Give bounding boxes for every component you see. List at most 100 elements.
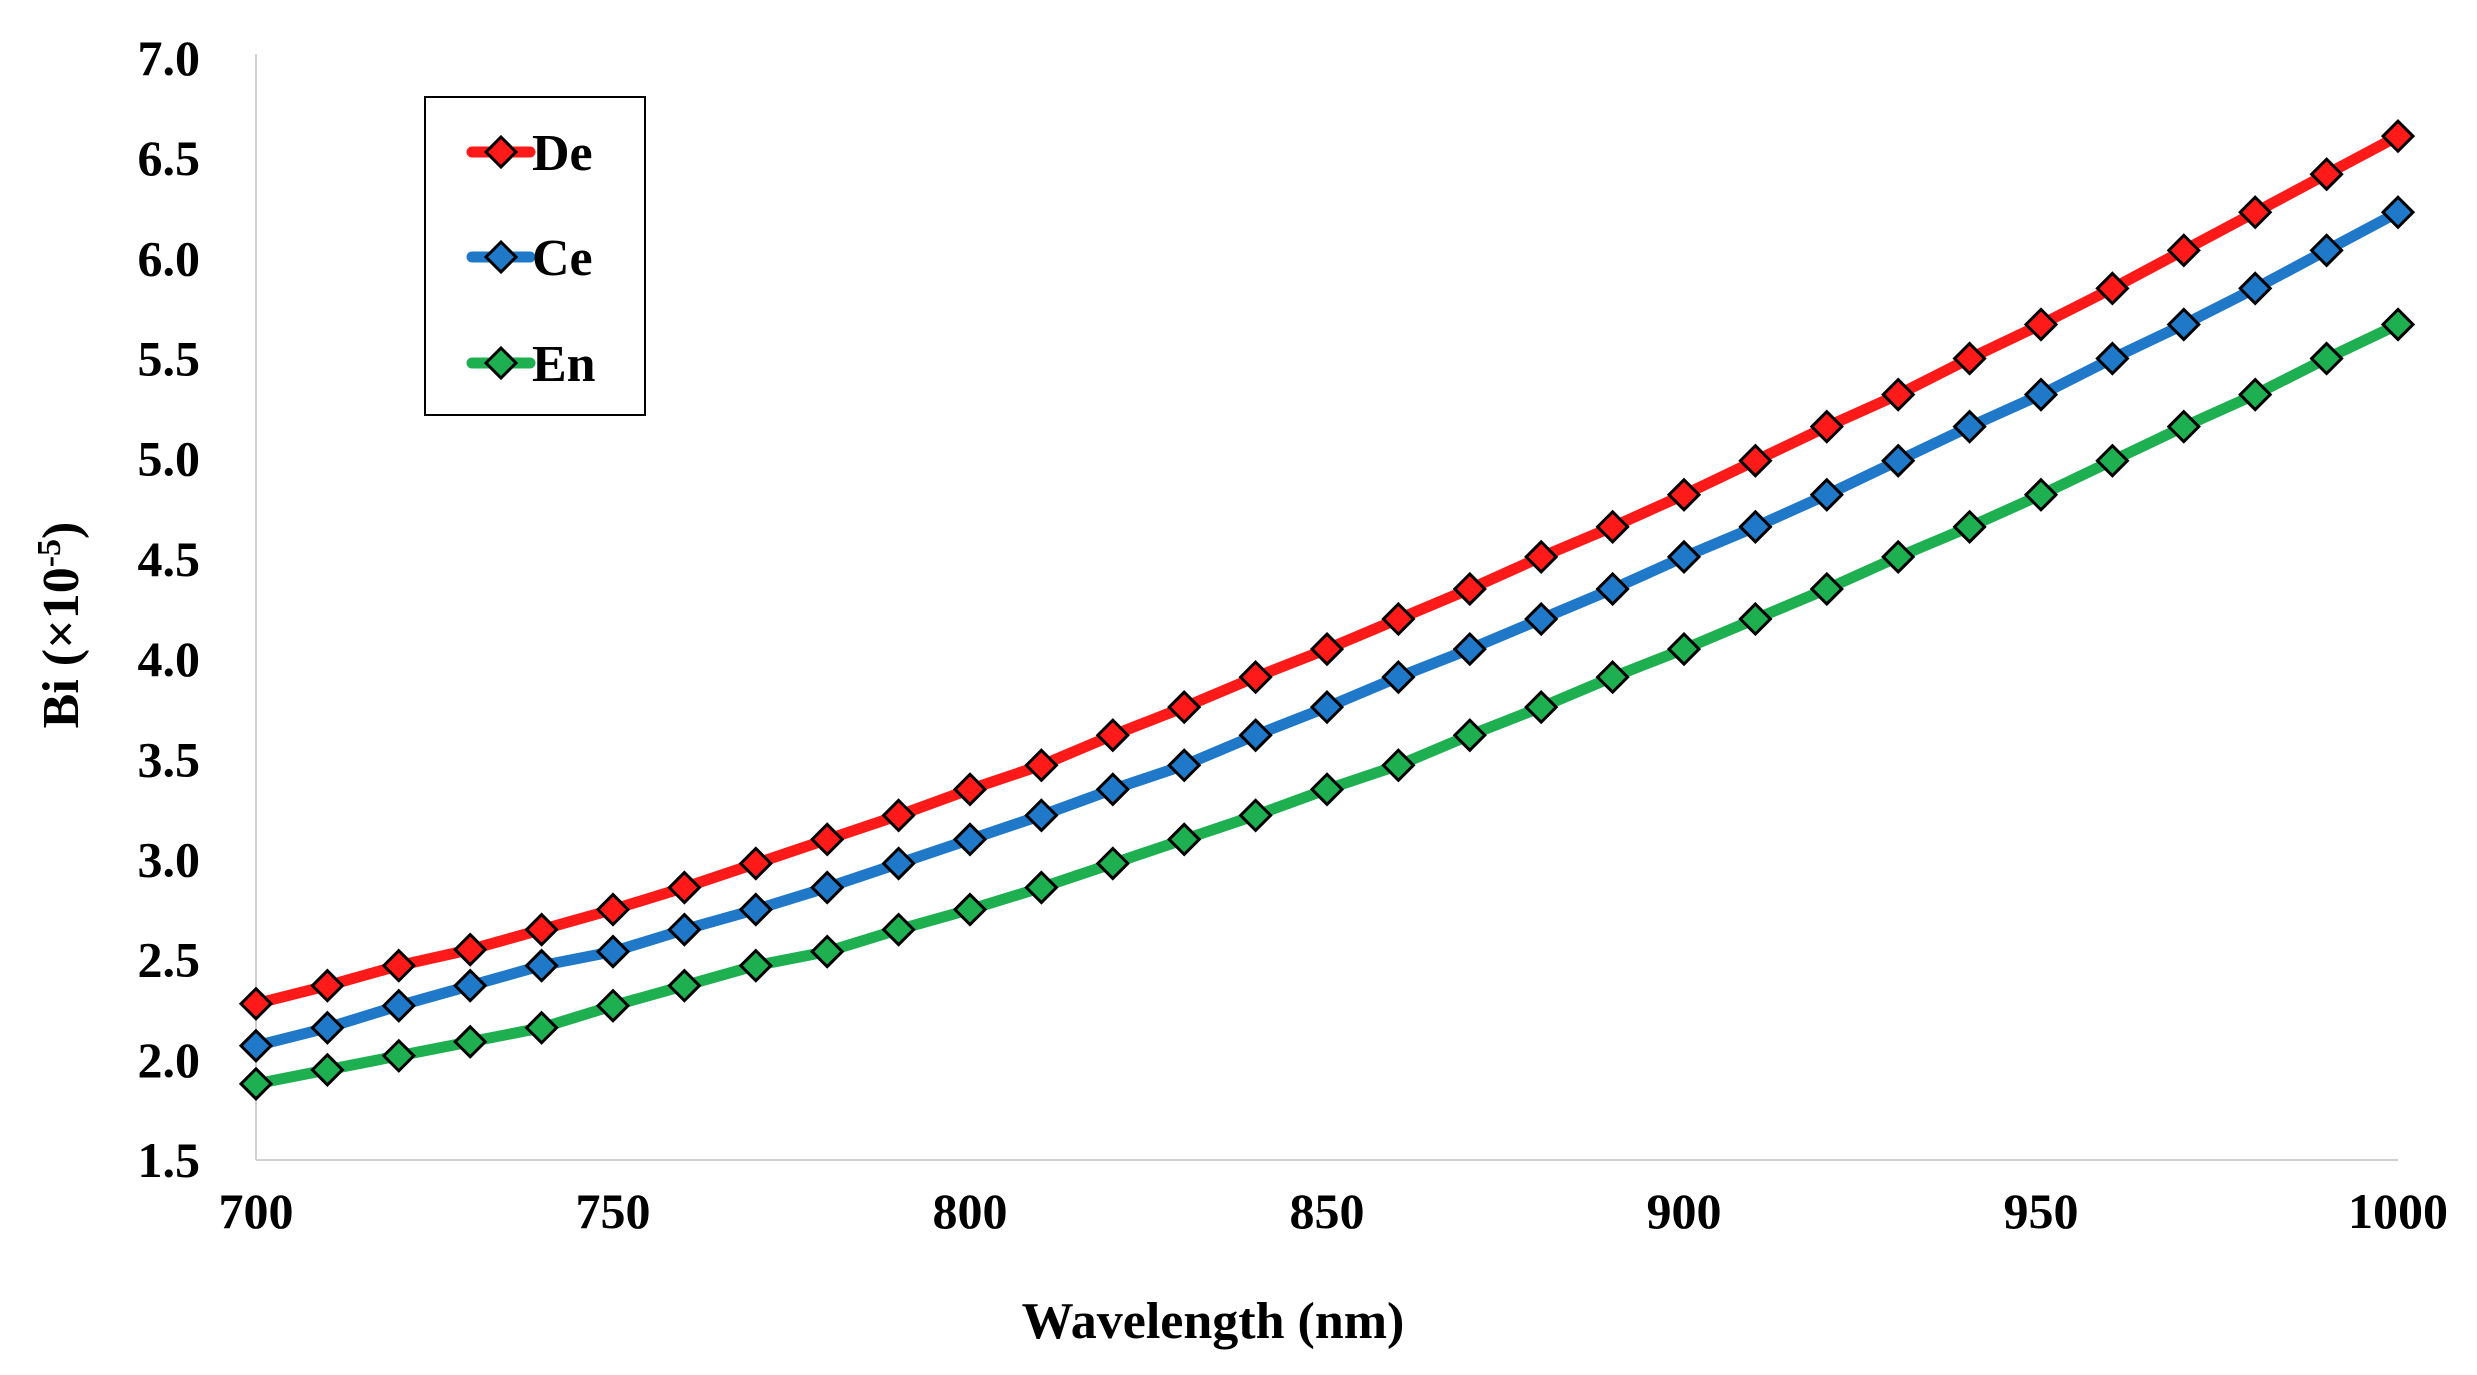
y-tick-label: 6.5: [138, 130, 201, 186]
data-point-de: [1666, 477, 1702, 512]
data-point-de: [453, 932, 488, 967]
data-point-en: [1524, 690, 1559, 725]
data-point-ce: [310, 1010, 345, 1045]
data-point-en: [1952, 509, 1987, 544]
data-point-de: [952, 772, 988, 807]
legend-swatch-marker: [483, 239, 519, 275]
y-tick-label: 2.5: [138, 932, 201, 988]
data-point-en: [667, 968, 702, 1003]
data-point-ce: [881, 846, 916, 881]
y-tick-label: 6.0: [138, 230, 201, 286]
data-point-en: [1381, 748, 1416, 783]
axes: 1.5 2.0 2.5 3.0 3.5 4.0 4.5 5.0 5.5 6.0 6.5 7.0 700 7…: [138, 30, 2449, 1239]
x-tick-label: 850: [1290, 1183, 1365, 1239]
legend-swatch-marker: [483, 345, 519, 381]
data-point-de: [2238, 195, 2273, 230]
data-point-en: [2309, 341, 2344, 376]
data-point-ce: [667, 912, 702, 947]
data-point-en: [1809, 571, 1844, 607]
x-tick-label: 950: [2004, 1183, 2079, 1239]
data-point-de: [881, 798, 916, 833]
data-point-ce: [1024, 798, 1059, 833]
data-point-ce: [1167, 748, 1202, 783]
data-point-de: [381, 948, 416, 983]
data-point-ce: [2238, 271, 2273, 306]
data-point-ce: [2023, 377, 2059, 412]
series-de: [238, 119, 2416, 1021]
y-tick-label: 2.0: [138, 1032, 201, 1088]
data-point-de: [2166, 233, 2201, 268]
data-point-en: [1738, 601, 1773, 637]
data-point-en: [2023, 477, 2059, 512]
x-tick-label: 1000: [2348, 1183, 2448, 1239]
legend-label-ce: Ce: [532, 230, 593, 287]
data-point-de: [2309, 157, 2344, 192]
y-tick-label: 4.5: [138, 531, 201, 587]
legend: De Ce En: [424, 96, 646, 416]
data-point-ce: [453, 968, 488, 1003]
data-point-de: [1095, 718, 1130, 753]
data-point-ce: [1666, 539, 1702, 575]
data-point-en: [1024, 870, 1059, 905]
y-tick-label: 4.0: [138, 631, 201, 687]
data-point-ce: [1238, 718, 1273, 753]
data-point-ce: [1452, 631, 1487, 667]
y-tick-label: 5.5: [138, 331, 201, 387]
data-point-ce: [1309, 690, 1345, 725]
data-point-de: [1452, 571, 1487, 607]
data-point-de: [2095, 271, 2130, 306]
data-point-de: [310, 968, 345, 1003]
data-point-de: [1524, 539, 1559, 575]
data-point-en: [524, 1010, 559, 1045]
data-point-de: [1952, 341, 1987, 376]
data-point-de: [810, 822, 845, 857]
data-point-ce: [381, 988, 416, 1023]
data-point-en: [2095, 443, 2130, 478]
data-point-ce: [2309, 233, 2344, 268]
data-point-ce: [2166, 307, 2201, 342]
data-point-ce: [1881, 443, 1916, 478]
data-point-en: [238, 1066, 274, 1101]
data-point-en: [738, 948, 773, 983]
data-point-en: [595, 988, 631, 1023]
data-point-ce: [1595, 571, 1630, 607]
data-point-de: [238, 986, 274, 1021]
data-point-ce: [952, 822, 988, 857]
data-point-ce: [1095, 772, 1130, 807]
data-point-de: [2380, 119, 2416, 154]
data-point-de: [1738, 443, 1773, 478]
x-tick-label: 750: [576, 1183, 651, 1239]
data-point-en: [881, 912, 916, 947]
data-point-en: [1452, 718, 1487, 753]
y-axis-title-main: Bi (×10: [33, 567, 90, 728]
data-point-en: [453, 1024, 488, 1059]
series-ce: [238, 195, 2416, 1063]
y-axis-title-close: ): [33, 522, 90, 539]
data-point-ce: [1809, 477, 1844, 512]
data-point-de: [738, 846, 773, 881]
x-tick-label: 700: [219, 1183, 294, 1239]
series-layer: [238, 119, 2416, 1101]
legend-label-de: De: [532, 125, 593, 182]
data-point-en: [2166, 409, 2201, 444]
data-point-en: [952, 892, 988, 927]
data-point-en: [2380, 307, 2416, 342]
y-tick-label: 5.0: [138, 431, 201, 487]
y-tick-label: 1.5: [138, 1132, 201, 1188]
data-point-de: [1238, 660, 1273, 695]
x-axis-title: Wavelength (nm): [1022, 1293, 1405, 1350]
data-point-de: [2023, 307, 2059, 342]
data-point-ce: [595, 934, 631, 969]
data-point-ce: [2380, 195, 2416, 230]
data-point-en: [1595, 660, 1630, 695]
x-tick-label: 900: [1647, 1183, 1722, 1239]
data-point-ce: [238, 1028, 274, 1063]
data-point-de: [1309, 631, 1345, 667]
legend-swatch-marker: [483, 134, 519, 170]
data-point-en: [381, 1038, 416, 1073]
data-point-ce: [738, 892, 773, 927]
data-point-en: [1095, 846, 1130, 881]
data-point-ce: [810, 870, 845, 905]
data-point-en: [1238, 798, 1273, 833]
